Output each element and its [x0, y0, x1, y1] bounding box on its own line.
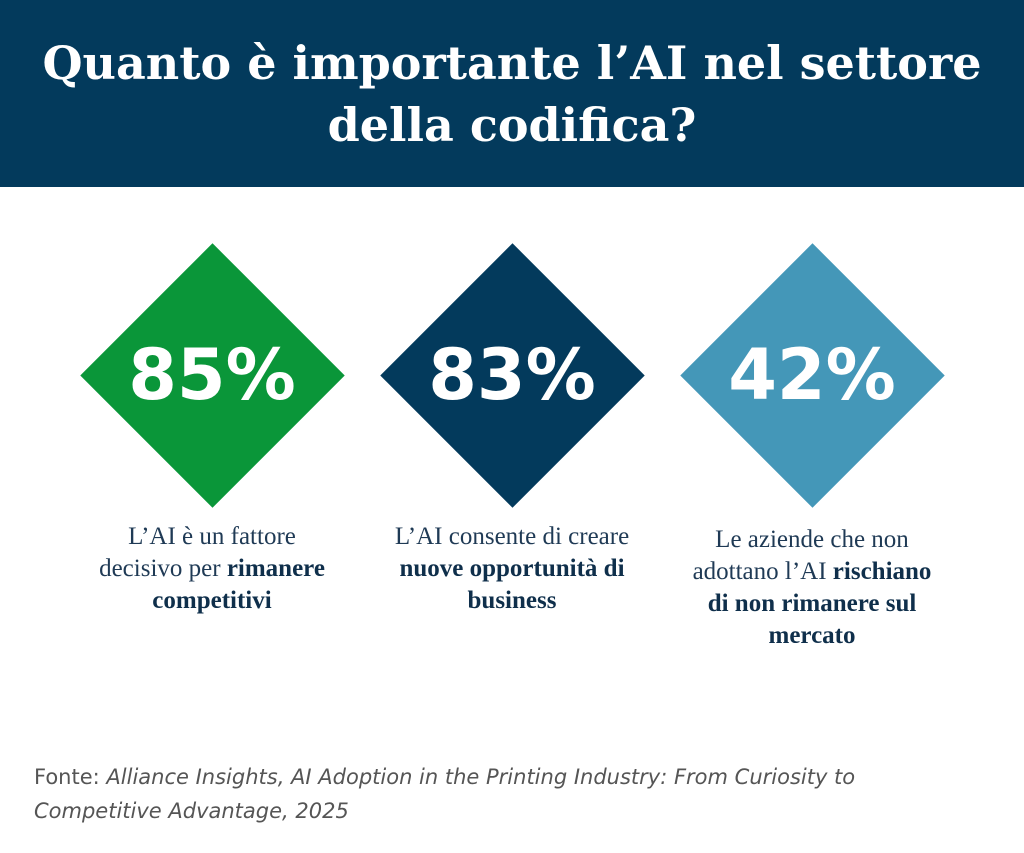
- title: Quanto è importante l’AI nel settore del…: [42, 35, 982, 152]
- stat-description: L’AI consente di creare nuove opportunit…: [387, 521, 637, 617]
- description-bold: rischiano di non rimanere sul mercato: [707, 558, 932, 649]
- stat-value: 83%: [428, 334, 596, 416]
- stat-description: L’AI è un fattore decisivo per rimanere …: [87, 521, 337, 617]
- source: Fonte: Alliance Insights, AI Adoption in…: [34, 760, 934, 828]
- description-bold: rimanere competitivi: [152, 555, 325, 614]
- description-text: L’AI è un fattore decisivo per: [99, 523, 296, 582]
- stat-description: Le aziende che non adottano l’AI rischia…: [687, 524, 937, 652]
- description-bold: nuove opportunità di business: [399, 555, 625, 614]
- header: Quanto è importante l’AI nel settore del…: [0, 0, 1024, 187]
- stat-value: 85%: [128, 334, 296, 416]
- description-text: Le aziende che non adottano l’AI: [692, 526, 909, 585]
- stat-value: 42%: [728, 334, 896, 416]
- description-text: L’AI consente di creare: [394, 523, 630, 550]
- source-label: Fonte:: [34, 765, 100, 789]
- source-text: Alliance Insights, AI Adoption in the Pr…: [34, 765, 856, 823]
